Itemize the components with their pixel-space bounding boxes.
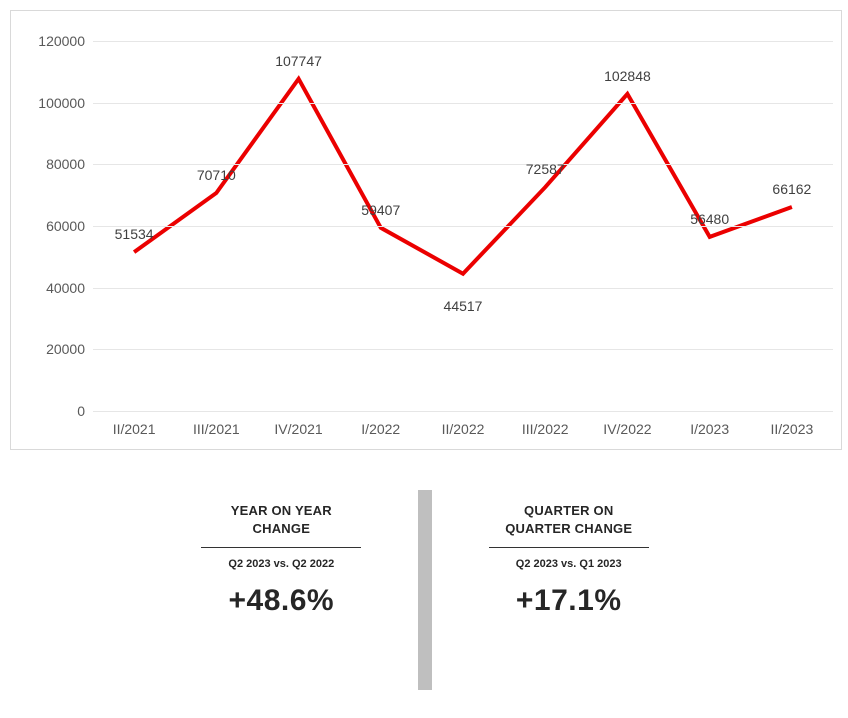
y-axis-tick: 80000 <box>46 156 93 172</box>
x-axis-tick: II/2022 <box>442 411 485 437</box>
data-label: 51534 <box>115 226 154 242</box>
data-label: 72587 <box>526 161 565 177</box>
data-label: 102848 <box>604 68 651 84</box>
x-axis-tick: III/2021 <box>193 411 240 437</box>
y-axis-tick: 120000 <box>38 33 93 49</box>
card-rule <box>489 547 649 548</box>
page: 0 20000 40000 60000 80000 100000 120000 II/2021… <box>0 0 848 718</box>
gridline <box>93 288 833 289</box>
yoy-title: YEAR ON YEAR CHANGE <box>175 502 388 537</box>
data-label: 107747 <box>275 53 322 69</box>
gridline <box>93 103 833 104</box>
x-axis-tick: IV/2022 <box>603 411 651 437</box>
card-rule <box>201 547 361 548</box>
line-chart: 0 20000 40000 60000 80000 100000 120000 II/2021… <box>10 10 842 450</box>
data-label: 44517 <box>444 298 483 314</box>
x-axis-tick: I/2023 <box>690 411 729 437</box>
yoy-value: +48.6% <box>175 584 388 618</box>
summary-cards: YEAR ON YEAR CHANGE Q2 2023 vs. Q2 2022 … <box>165 490 685 690</box>
x-axis-tick: I/2022 <box>361 411 400 437</box>
x-axis-tick: III/2022 <box>522 411 569 437</box>
y-axis-tick: 0 <box>77 403 93 419</box>
data-label: 56480 <box>690 211 729 227</box>
data-label: 66162 <box>772 181 811 197</box>
plot-area: 020000400006000080000100000120000II/2021… <box>93 41 833 411</box>
card-divider <box>418 490 433 690</box>
y-axis-tick: 60000 <box>46 218 93 234</box>
qoq-card: QUARTER ON QUARTER CHANGE Q2 2023 vs. Q1… <box>452 490 685 690</box>
x-axis-tick: II/2021 <box>113 411 156 437</box>
qoq-subtitle: Q2 2023 vs. Q1 2023 <box>462 558 675 570</box>
data-label: 70710 <box>197 167 236 183</box>
data-label: 59407 <box>361 202 400 218</box>
x-axis-tick: II/2023 <box>770 411 813 437</box>
x-axis-tick: IV/2021 <box>274 411 322 437</box>
yoy-card: YEAR ON YEAR CHANGE Q2 2023 vs. Q2 2022 … <box>165 490 398 690</box>
qoq-value: +17.1% <box>462 584 675 618</box>
yoy-subtitle: Q2 2023 vs. Q2 2022 <box>175 558 388 570</box>
qoq-title: QUARTER ON QUARTER CHANGE <box>462 502 675 537</box>
y-axis-tick: 100000 <box>38 95 93 111</box>
gridline <box>93 349 833 350</box>
y-axis-tick: 20000 <box>46 341 93 357</box>
gridline <box>93 164 833 165</box>
gridline <box>93 41 833 42</box>
y-axis-tick: 40000 <box>46 280 93 296</box>
